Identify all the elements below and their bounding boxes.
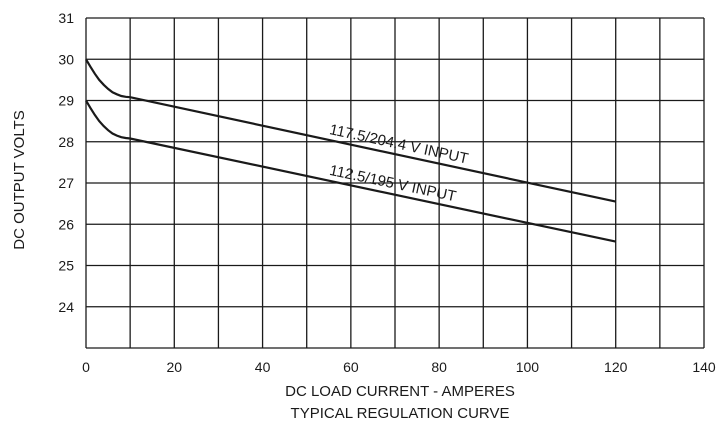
y-tick-label: 24 <box>58 299 74 315</box>
grid-layer <box>85 17 705 349</box>
y-tick-label: 29 <box>58 93 74 109</box>
x-tick-label: 40 <box>255 359 271 375</box>
x-tick-label: 120 <box>604 359 628 375</box>
y-tick-label: 26 <box>58 216 74 232</box>
y-tick-label: 30 <box>58 51 74 67</box>
tick-labels: 0 20 40 60 80 100 120 140 24 25 26 27 28 29 30 31 <box>58 10 715 375</box>
chart-caption: TYPICAL REGULATION CURVE <box>291 405 510 422</box>
series-line-1 <box>85 58 616 203</box>
y-tick-label: 27 <box>58 175 74 191</box>
y-tick-label: 28 <box>58 134 74 150</box>
x-axis-label: DC LOAD CURRENT - AMPERES <box>285 383 515 400</box>
x-tick-label: 100 <box>516 359 540 375</box>
y-tick-label: 25 <box>58 258 74 274</box>
y-axis-label: DC OUTPUT VOLTS <box>11 110 28 249</box>
x-tick-label: 0 <box>82 359 90 375</box>
x-tick-label: 20 <box>166 359 182 375</box>
x-tick-label: 140 <box>692 359 716 375</box>
series-line-2 <box>85 99 616 243</box>
x-tick-label: 60 <box>343 359 359 375</box>
x-tick-label: 80 <box>431 359 447 375</box>
y-tick-label: 31 <box>58 10 74 26</box>
